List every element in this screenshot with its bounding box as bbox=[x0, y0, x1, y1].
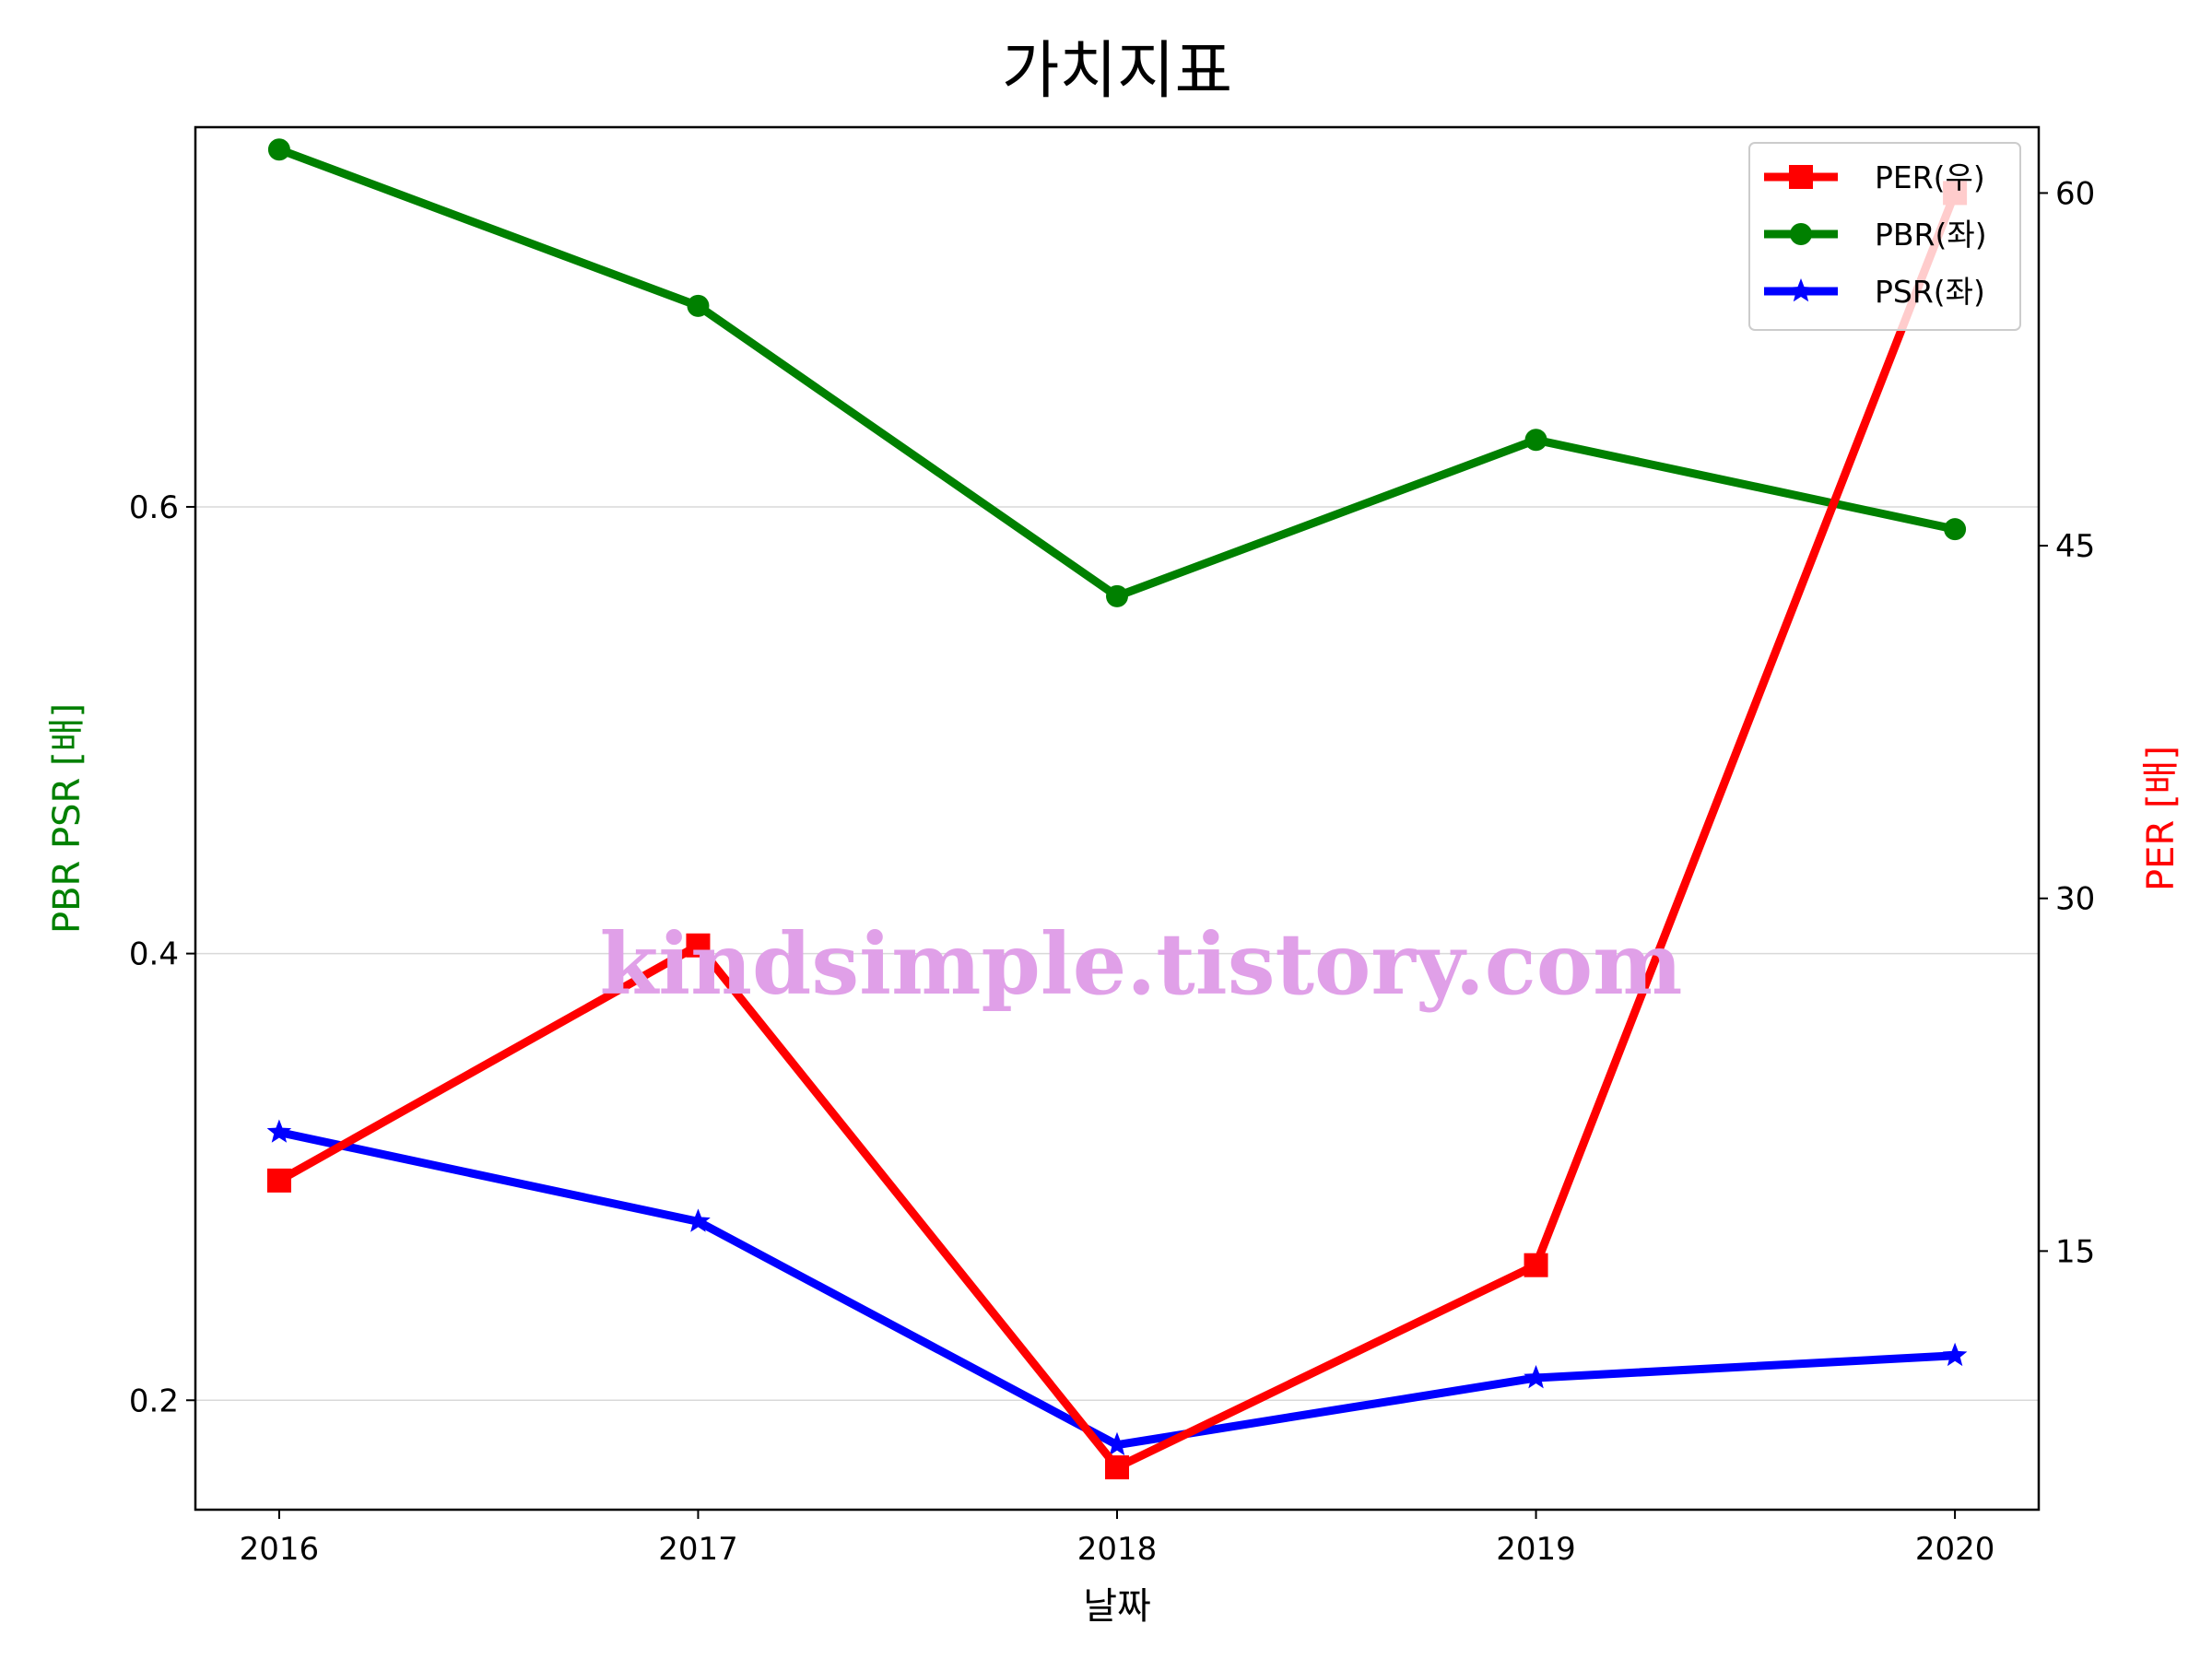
data-point-psr bbox=[1104, 1431, 1130, 1456]
data-point-psr bbox=[686, 1208, 711, 1232]
legend-label-pbr: PBR(좌) bbox=[1875, 217, 1987, 253]
x-axis: 2016 2017 2018 2019 2020 bbox=[240, 1510, 1995, 1568]
series-line-psr bbox=[277, 1128, 1956, 1450]
data-point-psr bbox=[1524, 1365, 1548, 1389]
legend-box bbox=[1748, 142, 2021, 331]
data-point-pbr bbox=[1524, 429, 1547, 452]
watermark-text: kindsimple.tistory.com bbox=[599, 914, 1682, 1014]
data-point-per bbox=[1524, 1253, 1548, 1277]
data-point-per bbox=[266, 1168, 291, 1193]
data-point-pbr bbox=[687, 294, 710, 317]
grid-lines bbox=[195, 506, 2039, 1402]
series-psr bbox=[266, 1119, 1968, 1456]
legend-label-per: PER(우) bbox=[1875, 159, 1985, 195]
data-point-psr bbox=[266, 1119, 292, 1143]
legend-entry-psr: PSR(좌) bbox=[1764, 274, 1985, 310]
legend-marker-pbr bbox=[1790, 223, 1812, 245]
y-left-tick-label: 0.2 bbox=[129, 1382, 179, 1419]
y-left-tick-label: 0.6 bbox=[129, 489, 179, 526]
data-point-per bbox=[686, 933, 711, 958]
legend: PER(우) PBR(좌) PSR(좌) bbox=[1748, 142, 2021, 331]
y-right-tick-label: 30 bbox=[2055, 881, 2095, 918]
data-point-pbr bbox=[1944, 518, 1967, 541]
series-per bbox=[266, 181, 1968, 1480]
legend-entry-per: PER(우) bbox=[1764, 159, 1985, 195]
y-axis-left: 0.2 0.4 0.6 bbox=[129, 489, 195, 1419]
data-point-pbr bbox=[267, 138, 290, 161]
data-point-psr bbox=[1942, 1342, 1968, 1367]
x-axis-label: 날짜 bbox=[1083, 1585, 1151, 1628]
y-right-tick-label: 15 bbox=[2055, 1233, 2095, 1270]
series-pbr bbox=[267, 138, 1967, 607]
legend-marker-per bbox=[1789, 165, 1813, 189]
data-point-pbr bbox=[1106, 584, 1128, 607]
x-tick-label: 2018 bbox=[1077, 1531, 1158, 1568]
series-layer bbox=[266, 138, 1968, 1480]
series-line-pbr bbox=[277, 145, 1957, 601]
x-tick-label: 2016 bbox=[240, 1531, 320, 1568]
x-tick-label: 2020 bbox=[1915, 1531, 1995, 1568]
legend-entry-pbr: PBR(좌) bbox=[1764, 217, 1987, 253]
x-tick-label: 2019 bbox=[1496, 1531, 1576, 1568]
y-left-tick-label: 0.4 bbox=[129, 936, 179, 973]
legend-marker-psr bbox=[1788, 278, 1814, 302]
x-tick-label: 2017 bbox=[658, 1531, 738, 1568]
y-axis-right: 15 30 45 60 bbox=[2039, 175, 2095, 1270]
legend-label-psr: PSR(좌) bbox=[1875, 274, 1985, 310]
y-axis-right-label: PER [배] bbox=[2140, 746, 2183, 891]
y-axis-left-label: PBR PSR [배] bbox=[46, 703, 88, 934]
chart-title: 가치지표 bbox=[1002, 35, 1232, 108]
series-line-per bbox=[276, 191, 1959, 1472]
y-right-tick-label: 60 bbox=[2055, 175, 2095, 212]
data-point-per bbox=[1105, 1455, 1129, 1480]
y-right-tick-label: 45 bbox=[2055, 528, 2095, 565]
plot-frame bbox=[194, 125, 2041, 1512]
